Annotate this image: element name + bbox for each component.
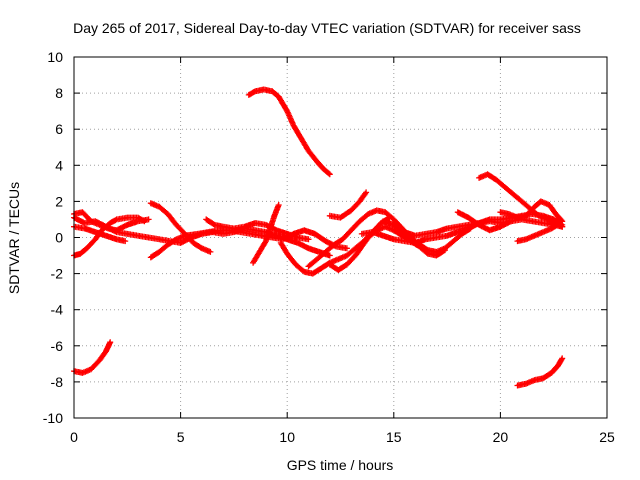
plot-frame — [73, 56, 608, 419]
series-track-r — [476, 171, 566, 230]
series-track-j — [250, 202, 282, 266]
data-point-markers — [147, 227, 350, 261]
series-track-g — [147, 227, 350, 261]
y-tick-label: -6 — [51, 338, 64, 354]
data-point-markers — [326, 223, 448, 273]
data-point-markers — [497, 198, 566, 225]
y-tick-label: 0 — [55, 230, 63, 246]
y-tick-label: -2 — [51, 266, 64, 282]
series-track-i — [245, 86, 333, 178]
data-point-markers — [454, 209, 566, 234]
series-track-t — [514, 355, 566, 389]
y-tick-label: -8 — [51, 374, 64, 390]
y-tick-label: -10 — [43, 410, 63, 426]
x-tick-label: 10 — [279, 429, 295, 445]
data-point-markers — [250, 202, 282, 266]
data-point-markers — [380, 218, 515, 239]
series-track-n — [326, 189, 370, 221]
data-point-markers — [203, 216, 312, 243]
y-axis-label: SDTVAR / TECUs — [6, 182, 22, 294]
x-axis-label: GPS time / hours — [287, 457, 394, 473]
series-track-h — [203, 216, 312, 243]
series-track-f — [147, 200, 214, 255]
series-track-u — [514, 220, 564, 245]
data-point-markers — [476, 171, 566, 230]
y-tick-label: 10 — [47, 49, 63, 65]
y-tick-label: 4 — [55, 157, 63, 173]
data-point-markers — [514, 355, 566, 389]
x-tick-label: 0 — [70, 429, 78, 445]
series-track-p — [380, 218, 515, 239]
data-points — [71, 86, 566, 389]
x-tick-label: 5 — [177, 429, 185, 445]
data-point-markers — [245, 86, 333, 178]
data-point-markers — [326, 189, 370, 221]
y-tick-label: 6 — [55, 121, 63, 137]
series-track-s — [497, 198, 566, 225]
data-point-markers — [514, 220, 564, 245]
data-point-markers — [147, 200, 214, 255]
x-tick-label: 25 — [599, 429, 615, 445]
series-track-q — [454, 209, 566, 234]
chart-title: Day 265 of 2017, Sidereal Day-to-day VTE… — [73, 20, 581, 36]
y-tick-label: 8 — [55, 85, 63, 101]
axis-ticks: 0 5 10 15 20 25 -10 -8 -6 -4 -2 0 2 4 6 8 10 — [43, 49, 615, 445]
x-tick-label: 15 — [386, 429, 402, 445]
series-track-m — [326, 223, 448, 273]
y-tick-label: -4 — [51, 302, 64, 318]
x-tick-label: 20 — [493, 429, 509, 445]
y-tick-label: 2 — [55, 193, 63, 209]
